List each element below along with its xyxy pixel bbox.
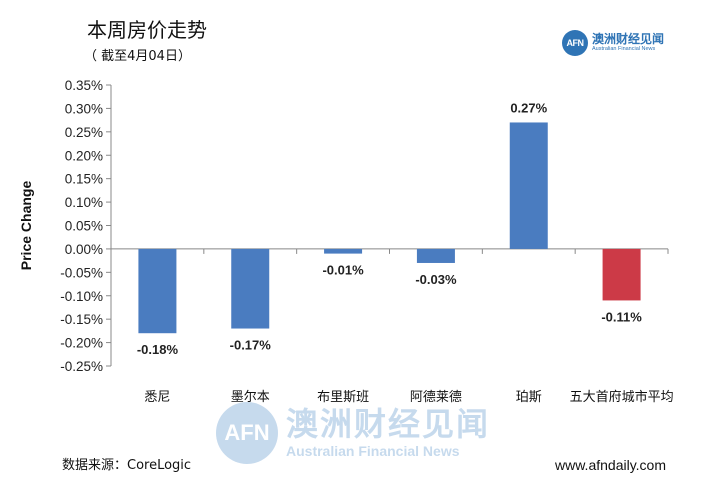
- data-label: -0.17%: [230, 338, 272, 353]
- watermark-name-en: Australian Financial News: [286, 443, 460, 459]
- y-tick-label: -0.10%: [60, 289, 103, 304]
- watermark-name-cn: 澳洲财经见闻: [286, 405, 491, 443]
- y-tick-label: 0.00%: [65, 242, 103, 257]
- bar-6: [602, 248, 641, 301]
- x-category-label: 阿德莱德: [410, 390, 462, 405]
- y-tick-label: 0.15%: [65, 172, 103, 187]
- y-tick-label: -0.05%: [60, 265, 103, 280]
- watermark-badge-icon: AFN: [216, 402, 278, 464]
- x-category-label: 悉尼: [144, 390, 170, 405]
- data-label: -0.01%: [322, 263, 364, 278]
- website-url: www.afndaily.com: [555, 457, 667, 473]
- y-tick-label: 0.30%: [65, 101, 103, 116]
- logo-badge-icon: AFN: [562, 30, 588, 56]
- bar-1: [138, 248, 177, 334]
- x-category-label: 珀斯: [516, 390, 542, 405]
- y-tick-label: 0.05%: [65, 219, 103, 234]
- chart-subtitle: （ 截至4月04日）: [84, 49, 191, 64]
- data-label: -0.03%: [415, 272, 457, 287]
- y-tick-label: 0.35%: [65, 78, 103, 93]
- bar-5: [509, 122, 548, 249]
- watermark: AFN 澳洲财经见闻 Australian Financial News: [216, 402, 490, 464]
- y-tick-label: 0.10%: [65, 195, 103, 210]
- data-label: -0.18%: [137, 342, 179, 357]
- brand-logo: AFN 澳洲财经见闻 Australian Financial News: [562, 30, 664, 56]
- bar-4: [416, 248, 455, 263]
- y-tick-label: -0.25%: [60, 359, 103, 374]
- x-category-label: 布里斯班: [317, 390, 369, 405]
- logo-name-en: Australian Financial News: [592, 46, 656, 53]
- chart-title: 本周房价走势: [87, 18, 207, 42]
- bar-3: [324, 248, 363, 254]
- y-tick-label: 0.20%: [65, 148, 103, 163]
- y-axis-title: Price Change: [18, 181, 34, 271]
- y-tick-label: 0.25%: [65, 125, 103, 140]
- data-label: 0.27%: [510, 100, 547, 115]
- logo-name-cn: 澳洲财经见闻: [592, 32, 665, 47]
- data-source: 数据来源：CoreLogic: [62, 458, 192, 473]
- x-category-label: 墨尔本: [231, 390, 270, 405]
- y-tick-label: -0.20%: [60, 336, 103, 351]
- bar-2: [231, 248, 270, 329]
- x-category-label: 五大首府城市平均: [570, 389, 674, 405]
- y-tick-label: -0.15%: [60, 312, 103, 327]
- data-label: -0.11%: [601, 309, 642, 324]
